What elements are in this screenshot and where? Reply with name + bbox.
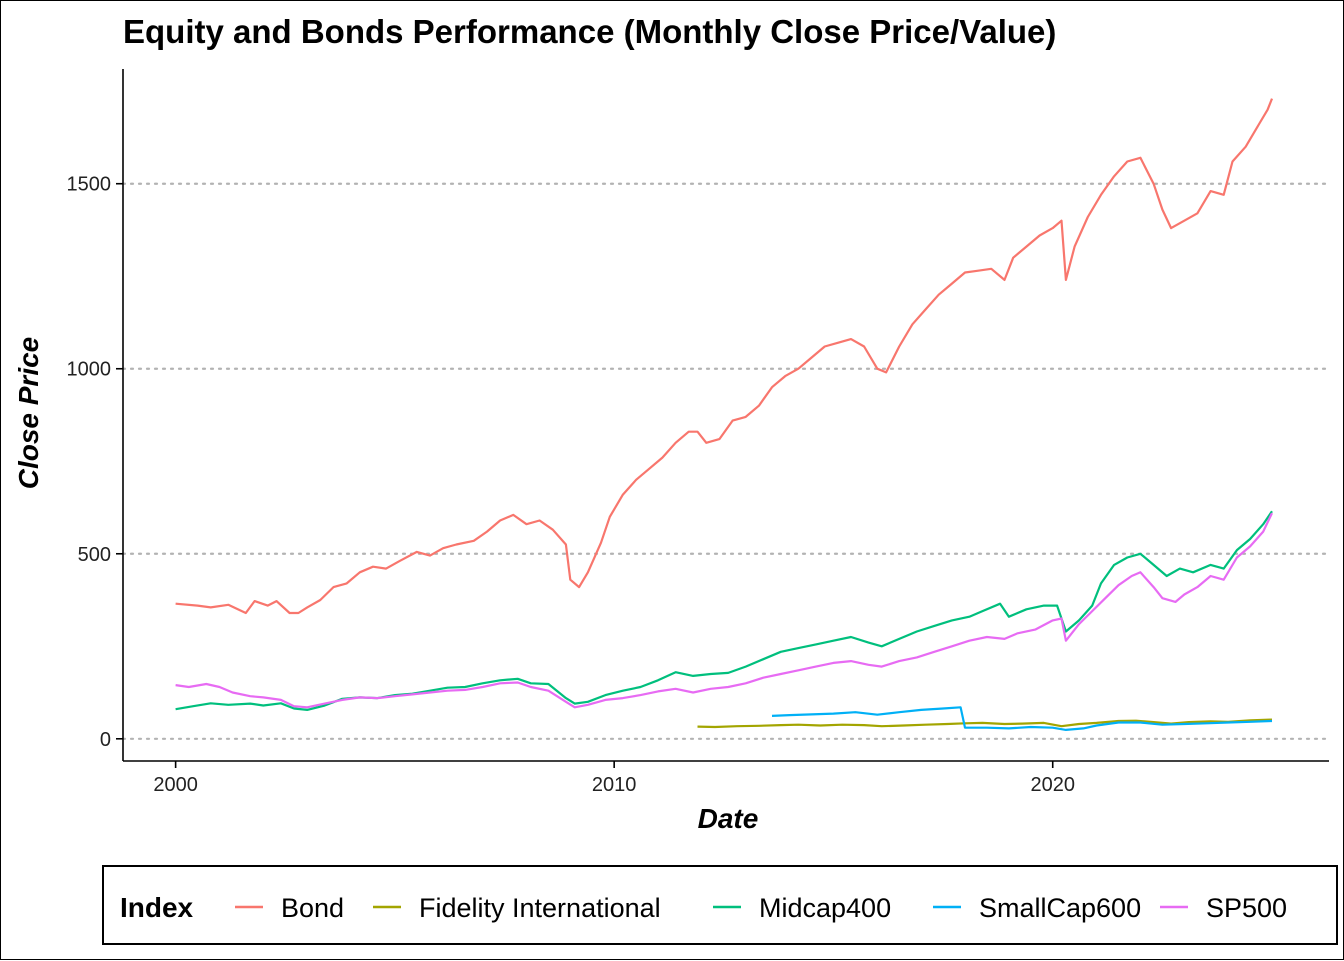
x-tick-label: 2020 (1030, 774, 1075, 796)
legend-items: Bond Fidelity International Midcap400 Small… (235, 893, 1287, 923)
y-tick-label: 0 (100, 729, 111, 751)
series-line-smallcap600 (771, 706, 1273, 731)
x-tick-label: 2010 (592, 774, 637, 796)
y-tick-label: 1000 (67, 359, 112, 381)
legend-label-sp500: SP500 (1206, 893, 1287, 923)
legend-label-midcap400: Midcap400 (759, 893, 891, 923)
legend-title: Index (120, 892, 194, 923)
series-line-bond (175, 98, 1274, 615)
y-tick-label: 1500 (67, 174, 112, 196)
gridlines (121, 182, 1331, 740)
legend-label-smallcap600: SmallCap600 (979, 893, 1141, 923)
chart-title: Equity and Bonds Performance (Monthly Cl… (123, 13, 1056, 50)
legend-label-bond: Bond (281, 893, 344, 923)
series-line-midcap400 (175, 510, 1273, 711)
y-axis-title: Close Price (13, 337, 44, 490)
x-axis-ticks: 2000 2010 2020 (153, 761, 1075, 796)
series-line-sp500 (175, 512, 1273, 709)
x-axis-title: Date (698, 803, 759, 834)
legend-box (102, 865, 1338, 945)
y-axis-ticks: 0 500 1000 1500 (67, 174, 123, 751)
series-layer (175, 98, 1274, 731)
x-tick-label: 2000 (153, 774, 198, 796)
legend-label-fidelity-international: Fidelity International (419, 893, 661, 923)
y-tick-label: 500 (78, 544, 111, 566)
